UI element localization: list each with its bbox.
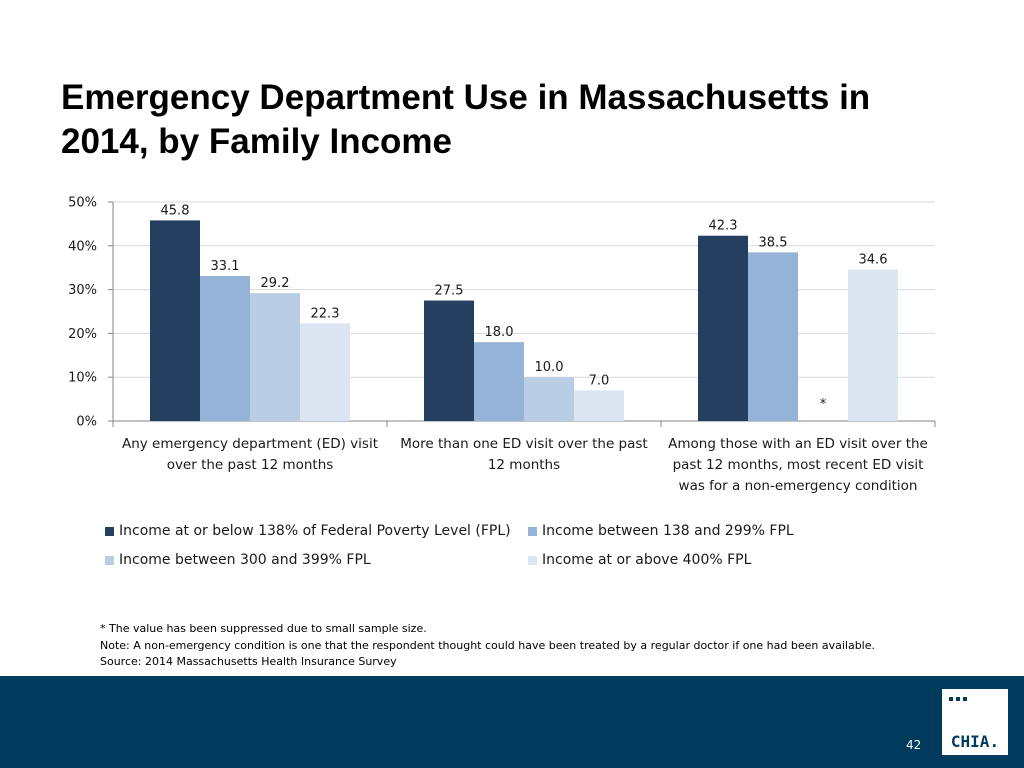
data-label: 42.3 [709,219,738,234]
data-label: 34.6 [859,252,888,267]
y-tick-label: 50% [68,196,97,211]
data-label: 33.1 [211,259,240,274]
y-tick-label: 0% [76,415,97,430]
bar [848,269,898,421]
data-label: 29.2 [261,276,290,291]
category-label: Any emergency department (ED) visit [122,436,378,452]
legend-item-fpl-300-399: Income between 300 and 399% FPL [105,552,371,568]
bar-chart: 0% 10% 20% 30% 40% 50% 45.8 33.1 29.2 22.3 Any eme… [68,196,936,494]
footer-band [0,676,1024,768]
page-number: 42 [906,738,922,752]
footnotes: * The value has been suppressed due to s… [100,621,1000,671]
legend-swatch [528,526,537,536]
logo-text: CHIA. [950,732,1000,751]
legend-swatch [105,526,114,536]
y-tick-label: 20% [68,327,97,342]
legend-label: Income between 300 and 399% FPL [119,552,371,568]
legend-label: Income at or below 138% of Federal Pover… [119,523,511,539]
logo-dots [949,697,967,701]
data-label: 22.3 [311,306,340,321]
slide-title: Emergency Department Use in Massachusett… [61,78,871,161]
bar [574,390,624,421]
bar [474,342,524,421]
y-tick-label: 40% [68,239,97,254]
data-label: 38.5 [759,235,788,250]
y-tick-label: 30% [68,283,97,298]
bar [424,300,474,421]
suppressed-marker: * [820,397,827,412]
bar [698,235,748,421]
legend-label: Income at or above 400% FPL [542,552,752,568]
legend-swatch [528,555,537,565]
data-label: 45.8 [161,203,190,218]
data-label: 10.0 [535,360,564,375]
chia-logo: CHIA. [942,689,1008,755]
y-tick-label: 10% [68,371,97,386]
category-label: was for a non-emergency condition [679,478,918,494]
data-label: 7.0 [589,373,610,388]
data-label: 18.0 [485,325,514,340]
bar [524,377,574,421]
definition-note: Note: A non-emergency condition is one t… [100,638,875,652]
category-label: More than one ED visit over the past [400,436,647,452]
legend-label: Income between 138 and 299% FPL [542,523,794,539]
legend-swatch [105,555,114,565]
bar [300,323,350,421]
bar [150,220,200,421]
bar [250,293,300,421]
legend-item-fpl-400-above: Income at or above 400% FPL [528,552,751,568]
suppression-note: * The value has been suppressed due to s… [100,622,427,635]
category-label: Among those with an ED visit over the [668,436,928,452]
legend-item-fpl-138-below: Income at or below 138% of Federal Pover… [105,523,511,539]
category-label: over the past 12 months [167,457,334,473]
source-note: Source: 2014 Massachusetts Health Insura… [100,655,397,668]
category-label: past 12 months, most recent ED visit [673,457,924,473]
legend-item-fpl-138-299: Income between 138 and 299% FPL [528,523,794,539]
data-label: 27.5 [435,284,464,299]
bar [748,252,798,421]
bar [200,276,250,421]
category-label: 12 months [488,457,560,473]
